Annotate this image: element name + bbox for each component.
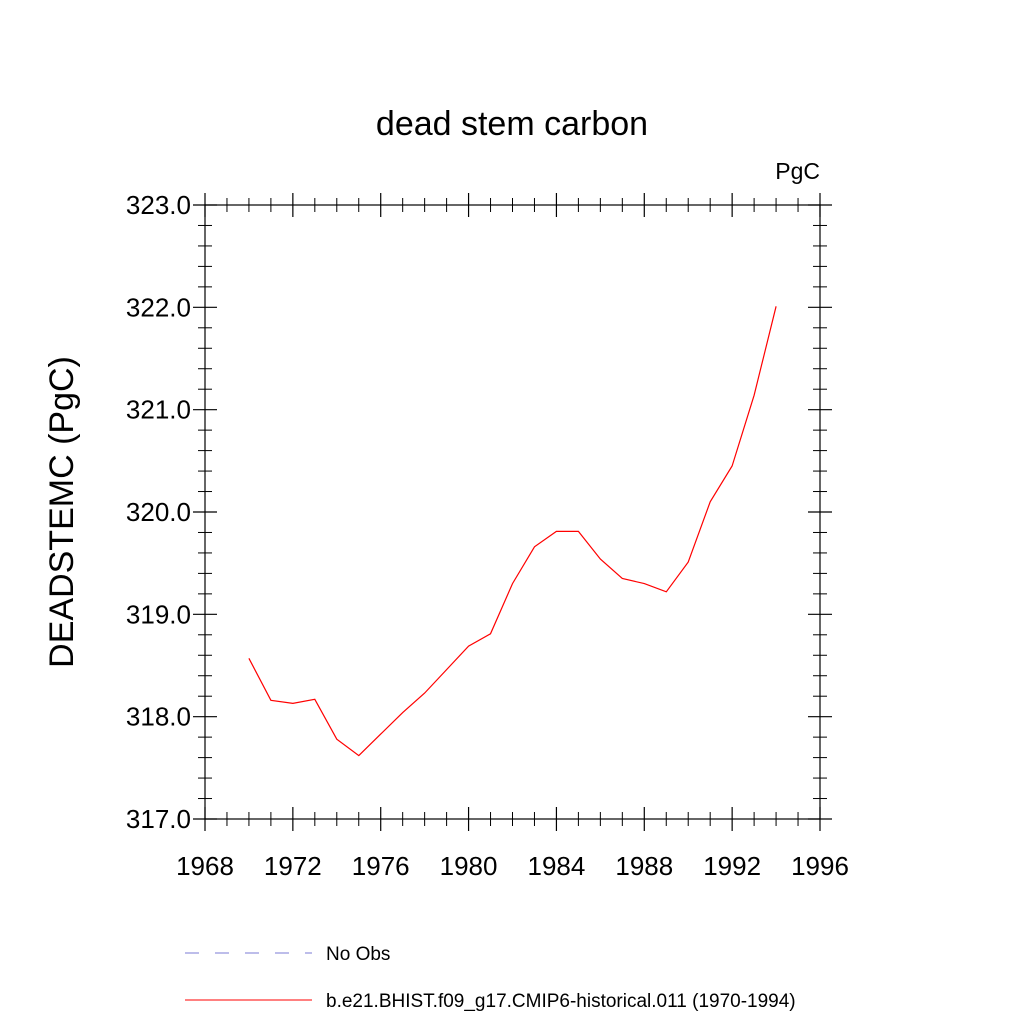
x-tick-label: 1980 <box>440 851 498 881</box>
y-tick-label: 319.0 <box>126 599 191 629</box>
legend-entry: b.e21.BHIST.f09_g17.CMIP6-historical.011… <box>326 991 796 1012</box>
series-line-0 <box>248 306 777 757</box>
x-tick-label: 1984 <box>528 851 586 881</box>
x-tick-label: 1992 <box>703 851 761 881</box>
y-tick-label: 318.0 <box>126 702 191 732</box>
x-tick-label: 1988 <box>615 851 673 881</box>
y-tick-label: 323.0 <box>126 190 191 220</box>
plot-frame <box>204 204 821 820</box>
y-axis-label: DEADSTEMC (PgC) <box>43 356 81 668</box>
chart-title: dead stem carbon <box>376 105 648 143</box>
y-tick-label: 320.0 <box>126 497 191 527</box>
y-tick-label: 322.0 <box>126 292 191 322</box>
x-tick-label: 1976 <box>352 851 410 881</box>
x-tick-label: 1968 <box>176 851 234 881</box>
units-label: PgC <box>775 158 820 184</box>
y-tick-label: 321.0 <box>126 395 191 425</box>
x-tick-label: 1996 <box>791 851 849 881</box>
series-layer <box>248 306 777 757</box>
y-tick-label: 317.0 <box>126 804 191 834</box>
axis-ticks: 317.0 318.0 319.0 320.0 321.0 322.0 323.0 1968 1… <box>126 190 849 881</box>
legend: No Obs b.e21.BHIST.f09_g17.CMIP6-historic… <box>185 944 796 1012</box>
legend-entry: No Obs <box>326 944 390 965</box>
x-tick-label: 1972 <box>264 851 322 881</box>
